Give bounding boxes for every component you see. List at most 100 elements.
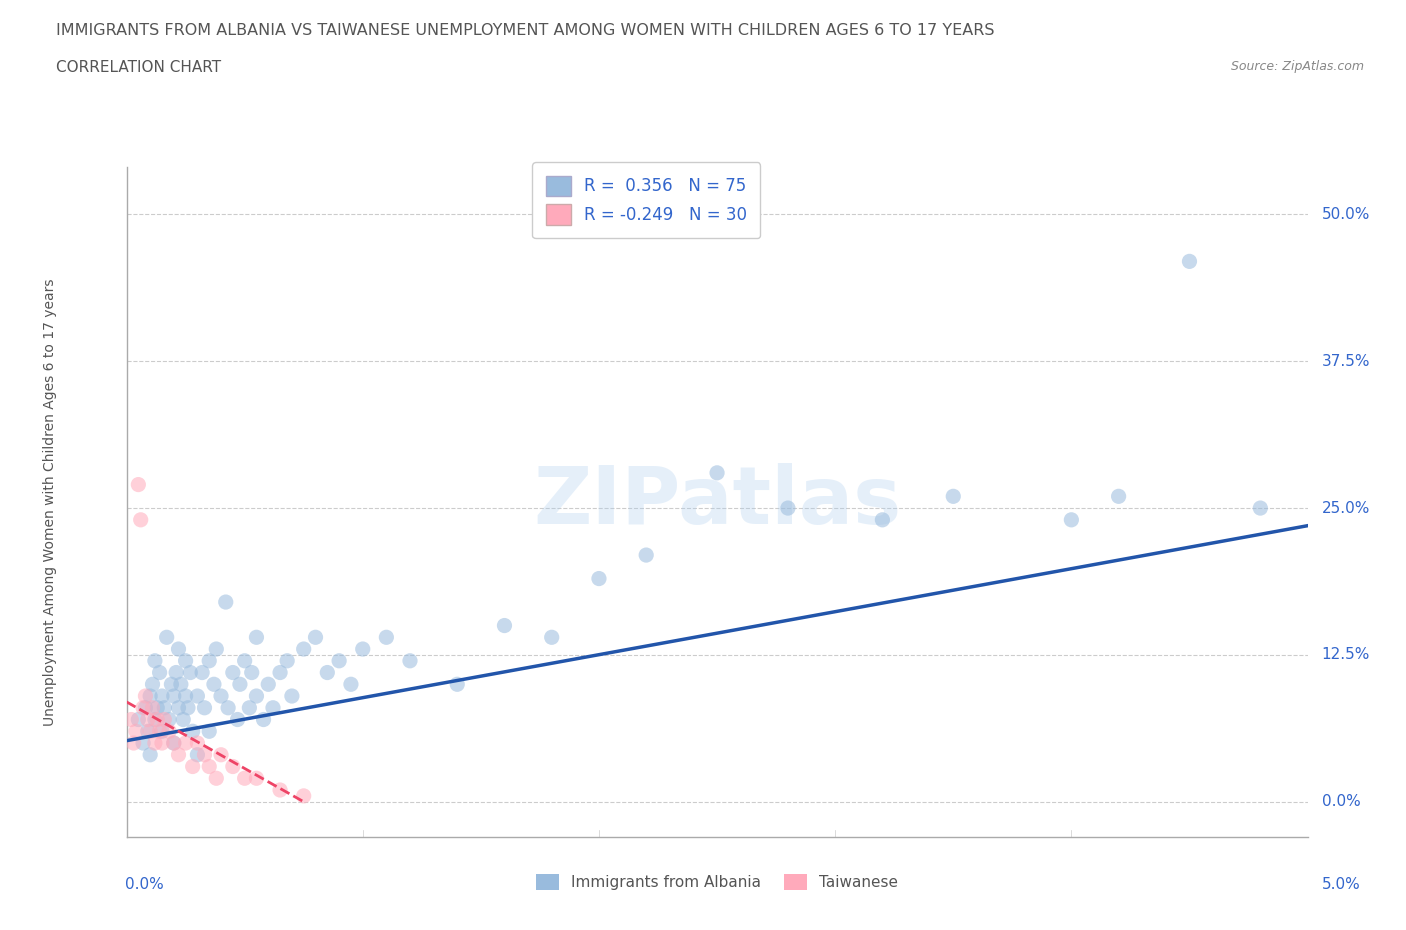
Point bbox=[160, 677, 183, 692]
Point bbox=[146, 712, 169, 727]
Point bbox=[179, 665, 201, 680]
Point bbox=[156, 630, 179, 644]
Point bbox=[269, 782, 291, 797]
Point bbox=[163, 736, 186, 751]
Point bbox=[186, 736, 208, 751]
Point bbox=[872, 512, 894, 527]
Point bbox=[167, 700, 190, 715]
Point bbox=[157, 724, 180, 738]
Point bbox=[245, 688, 267, 703]
Point bbox=[636, 548, 658, 563]
Point bbox=[139, 688, 162, 703]
Point bbox=[136, 712, 159, 727]
Point bbox=[150, 688, 173, 703]
Point bbox=[127, 712, 149, 727]
Point bbox=[136, 724, 159, 738]
Point bbox=[222, 665, 245, 680]
Point bbox=[122, 736, 145, 751]
Point bbox=[245, 630, 267, 644]
Point bbox=[127, 477, 149, 492]
Point bbox=[120, 712, 142, 727]
Point bbox=[217, 700, 239, 715]
Text: 25.0%: 25.0% bbox=[1322, 500, 1369, 515]
Point bbox=[198, 654, 221, 669]
Point bbox=[157, 712, 180, 727]
Point bbox=[1178, 254, 1201, 269]
Point bbox=[276, 654, 298, 669]
Text: ZIPatlas: ZIPatlas bbox=[533, 463, 901, 541]
Point bbox=[139, 748, 162, 763]
Point bbox=[215, 594, 238, 609]
Point bbox=[226, 712, 249, 727]
Point bbox=[198, 724, 221, 738]
Point bbox=[167, 642, 190, 657]
Point bbox=[186, 688, 208, 703]
Point bbox=[240, 665, 263, 680]
Point bbox=[202, 677, 225, 692]
Point bbox=[125, 724, 148, 738]
Point bbox=[233, 771, 256, 786]
Point bbox=[172, 712, 194, 727]
Point bbox=[238, 700, 260, 715]
Point bbox=[174, 688, 197, 703]
Point bbox=[134, 688, 156, 703]
Point bbox=[149, 665, 172, 680]
Point bbox=[146, 700, 169, 715]
Point bbox=[143, 654, 166, 669]
Point bbox=[150, 736, 173, 751]
Point bbox=[153, 712, 176, 727]
Text: 5.0%: 5.0% bbox=[1322, 877, 1361, 892]
Point bbox=[150, 724, 173, 738]
Point bbox=[174, 654, 197, 669]
Point bbox=[186, 748, 208, 763]
Point bbox=[165, 665, 187, 680]
Point bbox=[170, 677, 193, 692]
Point bbox=[252, 712, 274, 727]
Point bbox=[143, 712, 166, 727]
Point bbox=[181, 724, 204, 738]
Point bbox=[494, 618, 516, 633]
Point bbox=[174, 736, 197, 751]
Text: 37.5%: 37.5% bbox=[1322, 353, 1371, 368]
Point bbox=[143, 736, 166, 751]
Point bbox=[352, 642, 374, 657]
Point bbox=[134, 700, 156, 715]
Text: 0.0%: 0.0% bbox=[1322, 794, 1361, 809]
Point bbox=[163, 688, 186, 703]
Text: 12.5%: 12.5% bbox=[1322, 647, 1369, 662]
Point bbox=[1249, 500, 1271, 515]
Point bbox=[942, 489, 965, 504]
Point bbox=[229, 677, 252, 692]
Point bbox=[328, 654, 350, 669]
Point bbox=[1060, 512, 1083, 527]
Point bbox=[245, 771, 267, 786]
Point bbox=[129, 512, 152, 527]
Point bbox=[191, 665, 214, 680]
Point bbox=[292, 789, 315, 804]
Text: Source: ZipAtlas.com: Source: ZipAtlas.com bbox=[1230, 60, 1364, 73]
Point bbox=[399, 654, 422, 669]
Point bbox=[198, 759, 221, 774]
Text: 0.0%: 0.0% bbox=[125, 877, 165, 892]
Legend: Immigrants from Albania, Taiwanese: Immigrants from Albania, Taiwanese bbox=[530, 868, 904, 897]
Point bbox=[446, 677, 468, 692]
Point bbox=[163, 736, 186, 751]
Point bbox=[292, 642, 315, 657]
Point bbox=[281, 688, 304, 703]
Point bbox=[257, 677, 280, 692]
Point bbox=[776, 500, 799, 515]
Point bbox=[205, 771, 228, 786]
Point bbox=[205, 642, 228, 657]
Point bbox=[153, 700, 176, 715]
Point bbox=[209, 688, 232, 703]
Point bbox=[262, 700, 284, 715]
Point bbox=[233, 654, 256, 669]
Point bbox=[132, 736, 155, 751]
Point bbox=[141, 700, 163, 715]
Point bbox=[1108, 489, 1130, 504]
Point bbox=[706, 465, 728, 480]
Text: IMMIGRANTS FROM ALBANIA VS TAIWANESE UNEMPLOYMENT AMONG WOMEN WITH CHILDREN AGES: IMMIGRANTS FROM ALBANIA VS TAIWANESE UNE… bbox=[56, 23, 994, 38]
Point bbox=[181, 759, 204, 774]
Point bbox=[193, 700, 215, 715]
Point bbox=[149, 724, 172, 738]
